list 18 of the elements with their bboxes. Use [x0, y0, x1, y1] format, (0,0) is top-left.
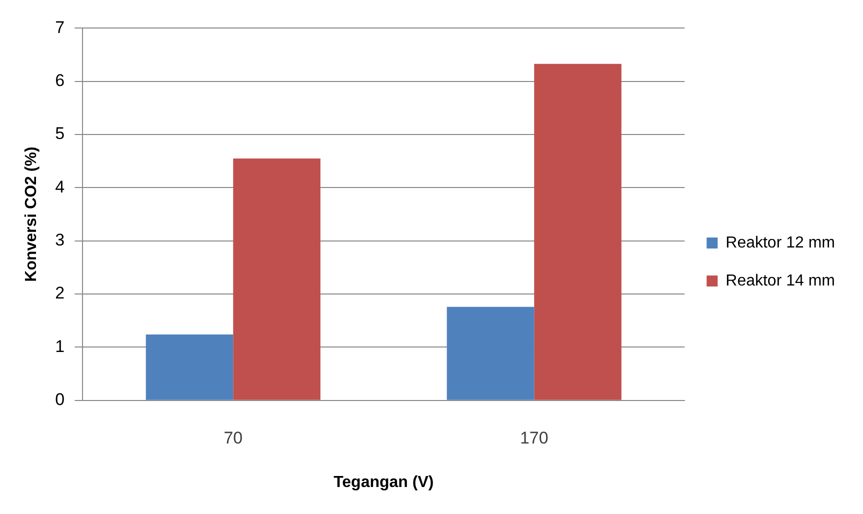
x-tick-label: 170: [520, 428, 548, 448]
y-tick-label: 6: [55, 71, 65, 90]
y-tick-label: 7: [55, 18, 65, 37]
bar: [534, 64, 622, 400]
y-tick-label: 2: [55, 284, 65, 303]
legend-label: Reaktor 14 mm: [726, 272, 836, 290]
y-tick-label: 1: [55, 336, 65, 356]
y-tick-label: 0: [55, 390, 65, 410]
bar: [146, 334, 234, 400]
y-tick-label: 4: [55, 177, 65, 196]
y-tick-label: 3: [55, 230, 65, 250]
bar: [233, 158, 320, 400]
legend-label: Reaktor 12 mm: [726, 234, 836, 252]
bar: [446, 306, 534, 400]
x-tick-label: 70: [224, 428, 243, 448]
x-axis-title: Tegangan (V): [334, 474, 434, 491]
y-axis-title: Konversi CO2 (%): [23, 146, 40, 282]
y-tick-label: 5: [55, 124, 65, 144]
